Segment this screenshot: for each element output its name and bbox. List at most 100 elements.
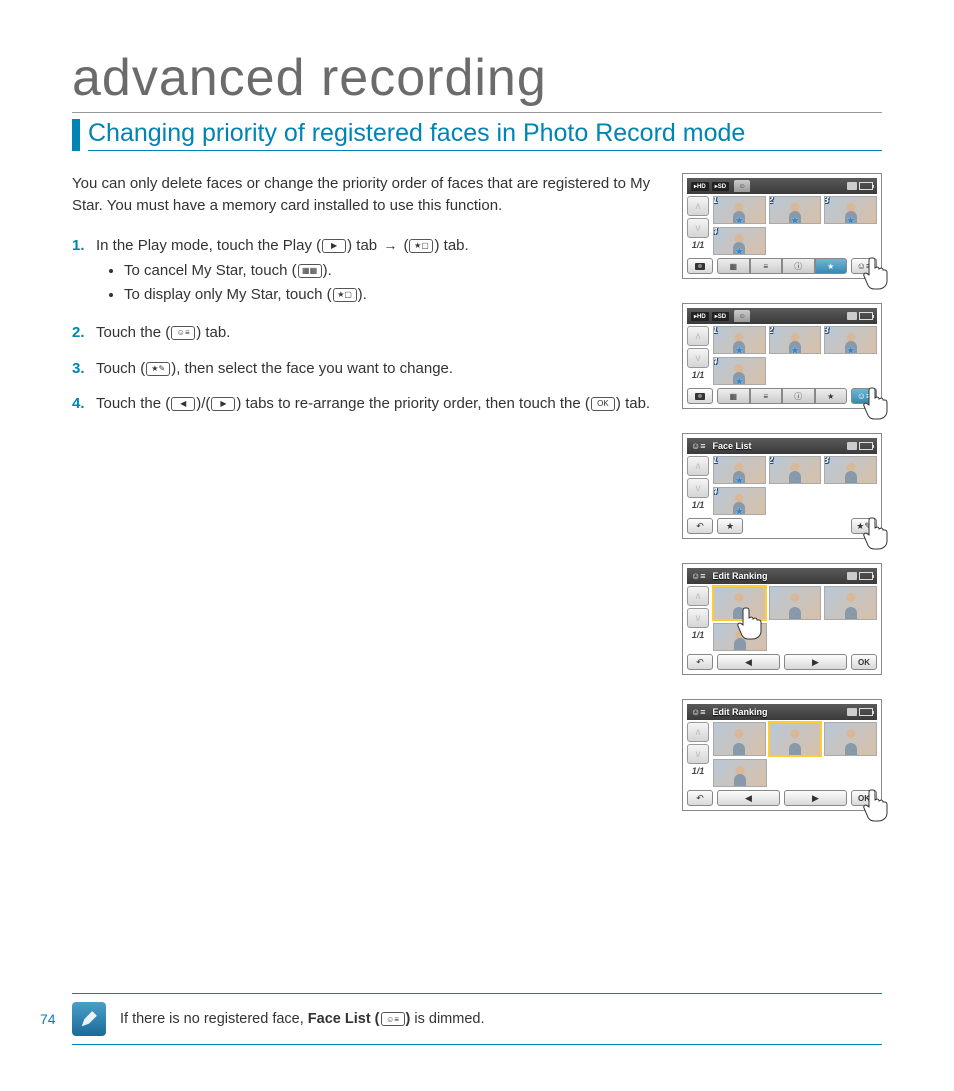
back-button[interactable]: ↶ [687,654,713,670]
ok-button[interactable]: OK [851,790,877,806]
shot-header: ▸HD ▸SD ☺ [687,178,877,194]
step-number: 3. [72,358,96,380]
prev-button[interactable]: ◀ [717,654,780,670]
card-icon [847,182,857,190]
hd-badge: ▸HD [691,312,709,321]
thumb-2[interactable] [769,586,822,620]
play-tab-icon: ▶ [322,239,346,253]
shot-title: Edit Ranking [712,571,767,581]
note-text: If there is no registered face, Face Lis… [120,1011,485,1027]
down-button[interactable]: v [687,744,709,764]
facelist-button[interactable]: ☺≡ [851,258,877,274]
up-button[interactable]: ʌ [687,722,709,742]
thumb-4[interactable]: 4★ [713,487,766,515]
step-1-sub-1: To cancel My Star, touch (▦▦). [124,260,654,282]
section-heading: Changing priority of registered faces in… [72,119,882,151]
mystar-tab-icon: ★▢ [333,288,357,302]
step-number: 2. [72,322,96,344]
page-indicator: 1/1 [692,240,705,250]
step-text: In the Play mode, touch the Play ( [96,237,321,254]
down-button[interactable]: v [687,608,709,628]
down-button[interactable]: v [687,478,709,498]
thumb-2[interactable]: 2★ [769,326,822,354]
shot-title: Edit Ranking [712,707,767,717]
camera-button[interactable] [687,258,713,274]
step-1-sub-2: To display only My Star, touch (★▢). [124,284,654,306]
thumb-3[interactable]: 3 [824,456,877,484]
step-1: 1. In the Play mode, touch the Play (▶) … [72,235,654,308]
facelist-button[interactable]: ☺≡ [851,388,877,404]
step-text: ( [399,237,408,254]
note-icon [72,1002,106,1036]
battery-icon [859,442,873,450]
next-button[interactable]: ▶ [784,654,847,670]
thumb-4[interactable] [713,759,767,787]
thumbnails: 1★ 2★ 3★ 4★ [713,196,877,255]
screenshot-3: ☺≡ Face List ʌ v 1/1 1★ 2 3 4★ [682,433,882,539]
thumb-3[interactable]: 3★ [824,326,877,354]
up-button[interactable]: ʌ [687,196,709,216]
thumb-1[interactable] [713,586,766,620]
thumb-1[interactable] [713,722,766,756]
thumb-3[interactable] [824,586,877,620]
ok-icon: OK [591,397,615,411]
down-button[interactable]: v [687,218,709,238]
battery-icon [859,572,873,580]
next-button[interactable]: ▶ [784,790,847,806]
page-indicator: 1/1 [692,630,705,640]
back-button[interactable]: ↶ [687,790,713,806]
ok-button[interactable]: OK [851,654,877,670]
thumb-2[interactable]: 2 [769,456,822,484]
step-4: 4. Touch the (◀)/(▶) tabs to re-arrange … [72,393,654,415]
step-3: 3. Touch (★✎), then select the face you … [72,358,654,380]
star-button[interactable]: ★ [717,518,743,534]
screenshot-1: ▸HD ▸SD ☺ ʌ v 1/1 1★ 2★ 3★ 4★ [682,173,882,279]
thumb-1[interactable]: 1★ [713,326,766,354]
note-bar: 74 If there is no registered face, Face … [72,993,882,1045]
screenshot-5: ☺≡ Edit Ranking ʌ v 1/1 [682,699,882,811]
down-button[interactable]: v [687,348,709,368]
thumb-1[interactable]: 1★ [713,196,766,224]
thumb-4[interactable] [713,623,767,651]
thumb-1[interactable]: 1★ [713,456,766,484]
up-button[interactable]: ʌ [687,456,709,476]
thumb-2[interactable]: 2★ [769,196,822,224]
star-edit-icon: ★✎ [146,362,170,376]
sd-badge: ▸SD [712,312,729,321]
thumb-4[interactable]: 4★ [713,227,766,255]
page-number: 74 [40,1011,56,1027]
screenshot-2: ▸HD ▸SD ☺ ʌ v 1/1 1★ 2★ 3★ 4★ [682,303,882,409]
right-arrow-icon: ▶ [211,397,235,411]
face-tab-icon: ☺ [734,310,750,322]
star-edit-button[interactable]: ★✎ [851,518,877,534]
battery-icon [859,182,873,190]
face-tab-icon: ☺ [734,180,750,192]
mystar-tab-icon: ★▢ [409,239,433,253]
sd-badge: ▸SD [712,182,729,191]
step-text: ) tab. [434,237,468,254]
thumb-4[interactable]: 4★ [713,357,766,385]
thumb-3[interactable] [824,722,877,756]
thumb-3[interactable]: 3★ [824,196,877,224]
view-segments[interactable]: ▦≡ⓘ★ [717,388,847,404]
view-segments[interactable]: ▦≡ⓘ★ [717,258,847,274]
page-indicator: 1/1 [692,500,705,510]
facelist-icon: ☺≡ [171,326,195,340]
grid-icon: ▦▦ [298,264,322,278]
arrow-icon: → [383,237,397,253]
page-indicator: 1/1 [692,370,705,380]
screenshot-4: ☺≡ Edit Ranking ʌ v 1/1 [682,563,882,675]
section-title: Changing priority of registered faces in… [88,119,882,151]
step-2: 2. Touch the (☺≡) tab. [72,322,654,344]
up-button[interactable]: ʌ [687,326,709,346]
back-button[interactable]: ↶ [687,518,713,534]
shot-title: Face List [712,441,751,451]
prev-button[interactable]: ◀ [717,790,780,806]
battery-icon [859,708,873,716]
up-button[interactable]: ʌ [687,586,709,606]
page-title: advanced recording [72,48,882,113]
thumb-2[interactable] [769,722,822,756]
page-indicator: 1/1 [692,766,705,776]
camera-button[interactable] [687,388,713,404]
left-arrow-icon: ◀ [171,397,195,411]
